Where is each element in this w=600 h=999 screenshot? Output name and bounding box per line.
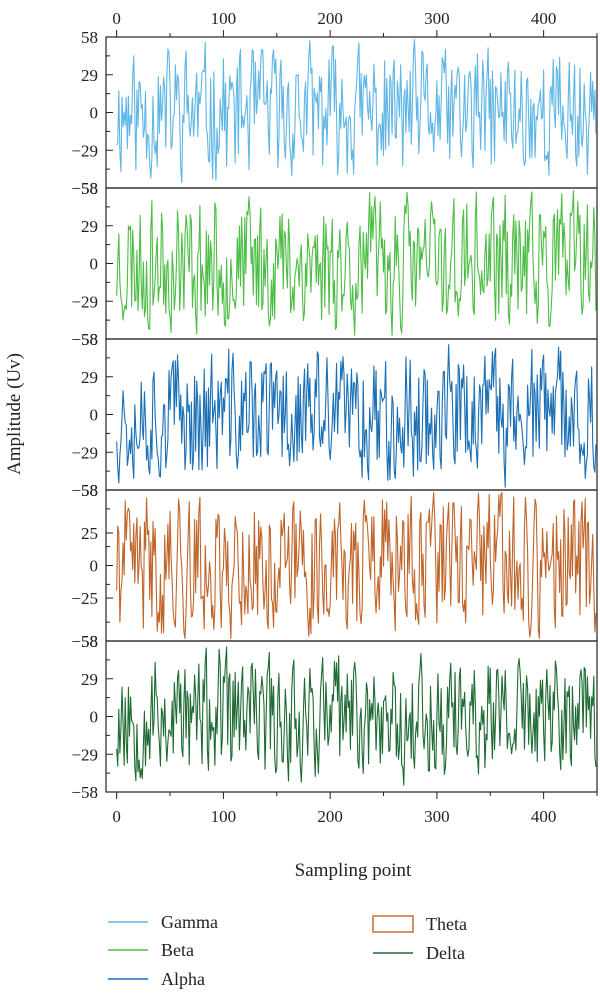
y-tick-label: 0 [90,104,99,123]
y-tick-label: 29 [81,217,98,236]
bottom-x-tick-label: 0 [112,807,121,826]
y-tick-label: 0 [90,708,99,727]
legend-item-delta: Delta [373,943,465,963]
legend-swatch [372,915,414,933]
y-tick-label: −29 [71,745,98,764]
legend-item-beta: Beta [108,940,194,960]
top-x-tick-label: 100 [211,9,237,28]
series-line-alpha [116,344,597,488]
top-x-tick-label: 400 [531,9,557,28]
y-tick-label: −58 [71,330,98,349]
chart-panels: −58−2902958−58−2902958−58−2902958−58−250… [71,28,598,802]
y-tick-label: 29 [81,66,98,85]
y-tick-label: 58 [81,330,98,349]
series-line-beta [116,190,597,336]
top-x-axis: 0 100 200 300 400 [112,9,598,37]
y-tick-label: 0 [90,406,99,425]
x-axis-label: Sampling point [295,860,412,881]
legend: Gamma Beta Alpha Theta Delta [108,912,467,989]
legend-label: Beta [161,940,194,960]
top-x-tick-label: 300 [424,9,450,28]
y-tick-label: −25 [71,589,98,608]
panel-theta: −58 −25 0 25 58 [71,481,598,651]
panel-gamma: −58 −29 0 29 58 [71,28,598,198]
panel-alpha: −58 −29 0 29 58 [71,330,598,500]
legend-label: Theta [426,914,467,934]
y-tick-label: 25 [81,524,98,543]
y-tick-label: −29 [71,141,98,160]
legend-label: Delta [426,943,465,963]
bottom-x-tick-label: 100 [211,807,237,826]
y-tick-label: −29 [71,292,98,311]
bottom-x-axis: 0 100 200 300 400 [112,792,598,826]
bottom-x-tick-label: 300 [424,807,450,826]
series-line-delta [116,646,597,786]
legend-item-alpha: Alpha [108,969,205,989]
legend-item-gamma: Gamma [108,912,218,932]
legend-item-theta: Theta [372,914,467,934]
series-line-gamma [116,39,597,184]
bottom-x-tick-label: 400 [531,807,557,826]
y-tick-label: 29 [81,670,98,689]
panel-beta: −58 −29 0 29 58 [71,179,598,349]
y-tick-label: −58 [71,783,98,802]
y-tick-label: 29 [81,368,98,387]
legend-label: Alpha [161,969,205,989]
y-axis-label: Amplitude (Uv) [4,353,25,475]
bottom-x-tick-label: 200 [317,807,343,826]
y-tick-label: 0 [90,557,99,576]
y-tick-label: 58 [81,632,98,651]
series-line-theta [116,492,597,639]
y-tick-label: −58 [71,481,98,500]
top-x-tick-label: 200 [317,9,343,28]
y-tick-label: 58 [81,179,98,198]
y-tick-label: 0 [90,255,99,274]
y-tick-label: 58 [81,481,98,500]
y-tick-label: 58 [81,28,98,47]
top-x-tick-label: 0 [112,9,121,28]
y-tick-label: −58 [71,179,98,198]
y-tick-label: −58 [71,632,98,651]
legend-label: Gamma [161,912,218,932]
panel-delta: −58 −29 0 29 58 [71,632,598,802]
y-tick-label: −29 [71,443,98,462]
